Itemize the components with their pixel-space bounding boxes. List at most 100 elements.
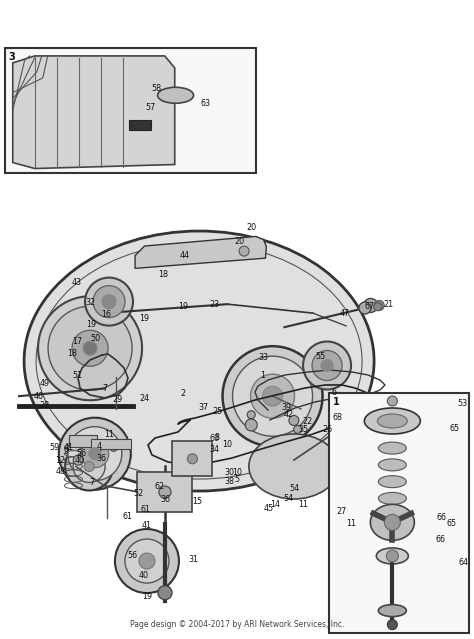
Text: 25: 25 <box>212 407 222 416</box>
Text: 17: 17 <box>72 337 82 346</box>
Text: 52: 52 <box>133 489 144 498</box>
Circle shape <box>77 440 84 448</box>
Text: 1: 1 <box>261 371 265 380</box>
Text: 18: 18 <box>67 349 77 358</box>
Text: 42: 42 <box>283 410 293 419</box>
Text: 4: 4 <box>97 442 102 450</box>
Text: 46: 46 <box>34 392 44 401</box>
Text: 41: 41 <box>64 443 74 452</box>
Circle shape <box>84 461 94 472</box>
Text: 8: 8 <box>215 433 219 442</box>
Text: 40: 40 <box>74 456 85 465</box>
Circle shape <box>359 302 371 314</box>
Text: 36: 36 <box>96 454 107 463</box>
Text: 15: 15 <box>192 497 202 506</box>
Circle shape <box>59 418 131 489</box>
Text: 63: 63 <box>201 99 211 108</box>
Text: 44: 44 <box>180 251 190 260</box>
Circle shape <box>85 277 133 326</box>
Text: 22: 22 <box>302 417 312 426</box>
Ellipse shape <box>157 88 193 104</box>
Text: 34: 34 <box>210 445 220 454</box>
Text: 58: 58 <box>151 84 162 93</box>
Polygon shape <box>135 236 266 268</box>
Text: 62: 62 <box>154 482 164 491</box>
Ellipse shape <box>378 459 406 471</box>
Circle shape <box>159 486 171 498</box>
Circle shape <box>303 341 351 390</box>
Text: 2: 2 <box>180 389 185 398</box>
Circle shape <box>387 396 397 406</box>
Circle shape <box>387 620 397 629</box>
Text: 21: 21 <box>383 300 394 309</box>
Text: 39: 39 <box>281 403 292 412</box>
Text: 54: 54 <box>290 484 300 493</box>
Ellipse shape <box>378 475 406 488</box>
Text: 6: 6 <box>332 388 337 397</box>
Circle shape <box>312 351 342 380</box>
Text: 26: 26 <box>322 425 332 434</box>
Text: 24: 24 <box>139 394 150 403</box>
Circle shape <box>92 442 102 452</box>
Circle shape <box>263 386 283 406</box>
Circle shape <box>364 298 378 312</box>
Text: 61: 61 <box>122 512 132 521</box>
Text: 36: 36 <box>161 495 171 504</box>
Text: 65: 65 <box>450 424 460 433</box>
Text: 54: 54 <box>283 494 293 503</box>
Circle shape <box>73 455 83 465</box>
Text: 56: 56 <box>76 449 87 458</box>
Circle shape <box>93 286 125 318</box>
Circle shape <box>187 454 198 464</box>
Circle shape <box>110 443 118 451</box>
Text: 3: 3 <box>9 52 16 62</box>
Text: 14: 14 <box>270 500 280 509</box>
Bar <box>329 393 469 633</box>
Circle shape <box>65 442 113 491</box>
Circle shape <box>247 411 255 419</box>
Ellipse shape <box>378 604 406 617</box>
Text: 40: 40 <box>139 571 149 580</box>
Text: 18: 18 <box>158 270 169 279</box>
Bar <box>173 442 212 476</box>
Circle shape <box>48 306 132 390</box>
Text: 10: 10 <box>232 468 242 477</box>
Text: 32: 32 <box>85 298 95 307</box>
Text: 64: 64 <box>458 558 469 567</box>
Text: 11: 11 <box>346 520 356 528</box>
Text: 16: 16 <box>101 310 112 319</box>
Text: 19: 19 <box>139 314 150 323</box>
Text: 28: 28 <box>39 401 50 410</box>
Ellipse shape <box>249 434 339 499</box>
Text: 20: 20 <box>234 237 245 246</box>
Circle shape <box>251 374 294 418</box>
Polygon shape <box>13 56 175 169</box>
Circle shape <box>321 360 333 371</box>
Text: 31: 31 <box>188 555 199 564</box>
Text: 19: 19 <box>86 320 96 329</box>
Ellipse shape <box>24 231 374 491</box>
Circle shape <box>83 341 97 355</box>
Text: 11: 11 <box>104 430 114 439</box>
Text: 68: 68 <box>332 413 343 422</box>
Circle shape <box>72 330 108 366</box>
Text: 47: 47 <box>340 309 350 318</box>
Text: 53: 53 <box>457 399 467 408</box>
Text: 7: 7 <box>90 478 95 487</box>
Circle shape <box>81 440 109 468</box>
Text: 19: 19 <box>142 592 152 601</box>
Text: 66: 66 <box>436 535 446 544</box>
Text: 61: 61 <box>141 505 151 514</box>
Text: 48: 48 <box>55 467 66 476</box>
Text: 66: 66 <box>437 513 447 522</box>
Circle shape <box>89 448 101 459</box>
Text: 59: 59 <box>49 443 60 452</box>
Ellipse shape <box>376 548 409 564</box>
Text: 38: 38 <box>224 477 235 486</box>
Text: 9: 9 <box>64 447 69 456</box>
Text: Page design © 2004-2017 by ARI Network Services, Inc.: Page design © 2004-2017 by ARI Network S… <box>130 620 344 629</box>
Text: 35: 35 <box>298 425 309 434</box>
Circle shape <box>233 356 312 436</box>
Bar <box>129 120 151 130</box>
Text: 56: 56 <box>128 551 138 560</box>
